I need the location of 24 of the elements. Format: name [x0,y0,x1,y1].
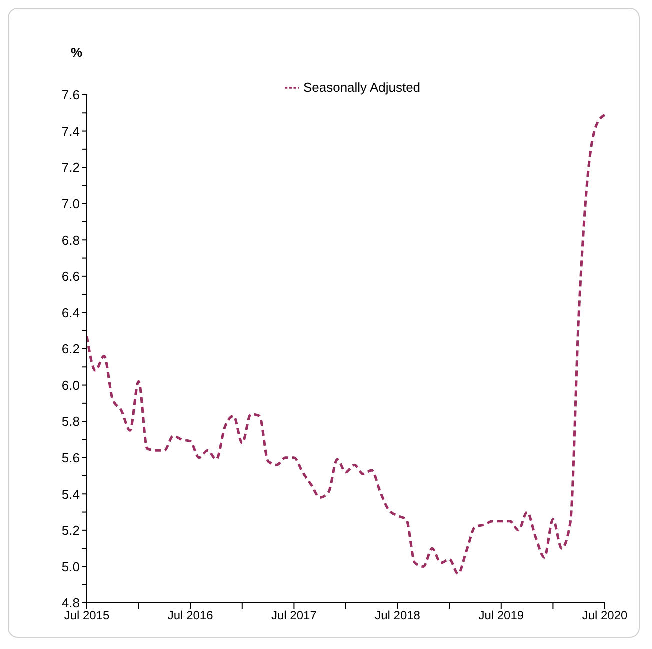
y-axis-title: % [71,45,83,60]
x-tick-label: Jul 2016 [168,608,214,623]
y-tick-label: 6.6 [62,269,80,284]
y-tick-label: 5.8 [62,414,80,430]
y-tick-label: 7.2 [62,160,80,176]
y-tick-label: 5.4 [62,486,80,502]
x-tick-label: Jul 2020 [582,608,628,623]
x-tick-label: Jul 2017 [272,608,318,623]
y-tick-label: 5.2 [62,523,80,538]
x-tick-label: Jul 2015 [64,608,110,623]
line-series [87,114,605,576]
y-tick-label: 5.6 [62,450,80,466]
y-tick-label: 6.4 [62,305,80,320]
y-tick-label: 7.4 [62,124,80,139]
y-tick-label: 6.2 [62,342,80,357]
y-tick-label: 7.0 [62,196,80,212]
y-tick-label: 6.0 [62,378,80,393]
y-tick-label: 4.8 [62,596,80,611]
y-tick-label: 6.8 [62,232,80,248]
y-tick-label: 7.6 [62,88,80,103]
x-tick-label: Jul 2018 [375,608,421,623]
x-tick-label: Jul 2019 [478,608,524,623]
legend-label: Seasonally Adjusted [303,80,421,95]
y-tick-label: 5.0 [62,559,80,574]
